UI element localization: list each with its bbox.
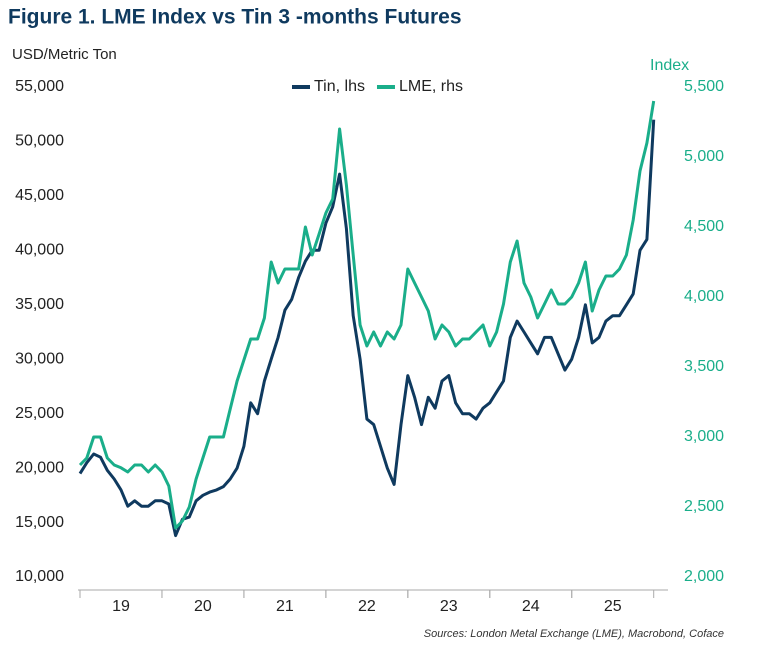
y2-tick-label: 2,500 bbox=[684, 498, 724, 515]
x-tick-label: 23 bbox=[440, 598, 458, 615]
y2-tick-label: 4,000 bbox=[684, 288, 724, 305]
x-tick-label: 22 bbox=[358, 598, 376, 615]
legend-label: LME, rhs bbox=[399, 78, 463, 95]
legend-label: Tin, lhs bbox=[314, 78, 365, 95]
y-tick-label: 10,000 bbox=[15, 568, 64, 585]
x-tick-label: 19 bbox=[112, 598, 130, 615]
series-line bbox=[78, 100, 656, 530]
y2-tick-label: 3,500 bbox=[684, 358, 724, 375]
x-tick-label: 24 bbox=[522, 598, 540, 615]
chart-title: Figure 1. LME Index vs Tin 3 -months Fut… bbox=[8, 6, 462, 29]
y-tick-label: 20,000 bbox=[15, 459, 64, 476]
y-axis-label: USD/Metric Ton bbox=[12, 46, 117, 63]
y2-tick-label: 3,000 bbox=[684, 428, 724, 445]
y2-tick-label: 4,500 bbox=[684, 218, 724, 235]
y-tick-label: 45,000 bbox=[15, 187, 64, 204]
y2-tick-label: 2,000 bbox=[684, 568, 724, 585]
x-tick-label: 20 bbox=[194, 598, 212, 615]
y2-tick-label: 5,000 bbox=[684, 148, 724, 165]
y-tick-label: 15,000 bbox=[15, 514, 64, 531]
y-tick-label: 25,000 bbox=[15, 405, 64, 422]
y-tick-label: 30,000 bbox=[15, 350, 64, 367]
y-tick-label: 55,000 bbox=[15, 78, 64, 95]
x-tick-label: 21 bbox=[276, 598, 294, 615]
y-tick-label: 40,000 bbox=[15, 242, 64, 259]
source-note: Sources: London Metal Exchange (LME), Ma… bbox=[424, 628, 724, 640]
x-tick-label: 25 bbox=[604, 598, 622, 615]
y-tick-label: 50,000 bbox=[15, 133, 64, 150]
y2-tick-label: 5,500 bbox=[684, 78, 724, 95]
y2-axis-label: Index bbox=[650, 57, 689, 74]
y-tick-label: 35,000 bbox=[15, 296, 64, 313]
series-line bbox=[78, 119, 656, 538]
